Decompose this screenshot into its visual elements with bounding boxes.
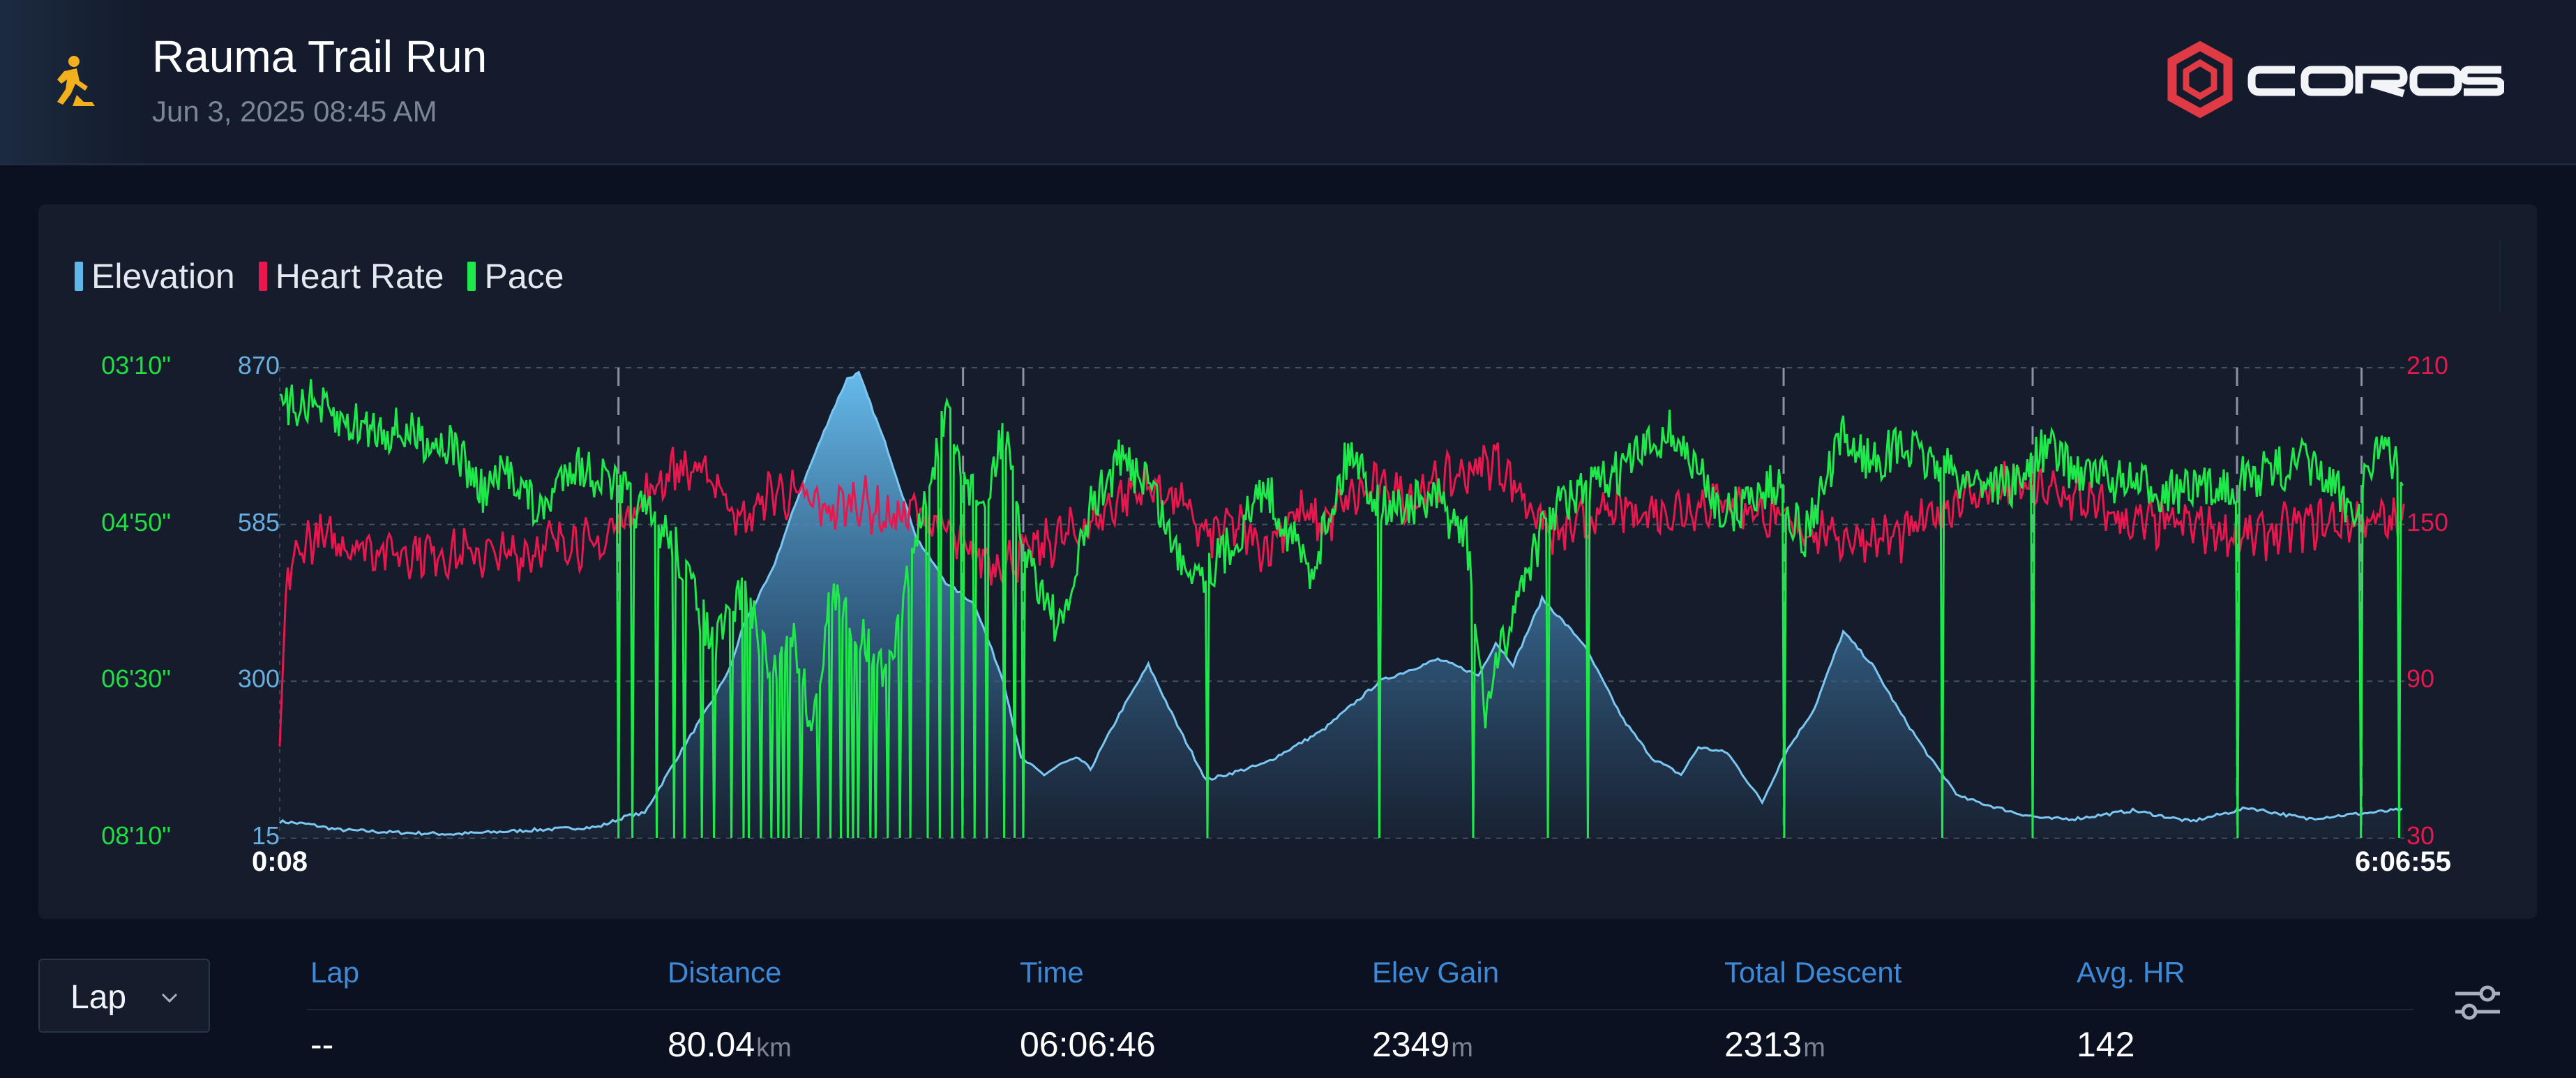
cell-total-descent-value: 2313 — [1724, 1025, 1802, 1064]
cell-elev-gain-unit: m — [1451, 1033, 1473, 1063]
legend-item-heart-rate[interactable]: Heart Rate — [258, 256, 444, 297]
column-header-distance[interactable]: Distance — [668, 956, 782, 989]
legend-swatch-elevation — [75, 262, 83, 291]
axis-labels: 03'10" 04'50" 06'30" 08'10" 870 585 300 … — [101, 351, 2451, 877]
cell-distance-value: 80.04 — [668, 1025, 755, 1064]
column-header-elev-gain[interactable]: Elev Gain — [1372, 956, 1500, 989]
legend-label-heart-rate: Heart Rate — [275, 257, 444, 296]
elevation-area — [280, 372, 2404, 838]
elevation-tick-2: 300 — [238, 664, 280, 693]
cell-total-descent: 2313m — [1724, 1024, 1825, 1065]
activity-icon-box — [0, 0, 148, 163]
x-start-label: 0:08 — [252, 846, 308, 877]
legend-label-pace: Pace — [484, 257, 564, 296]
chart-legend: Elevation Heart Rate Pace — [75, 252, 587, 301]
legend-swatch-heart-rate — [258, 262, 267, 291]
legend-divider — [2499, 241, 2501, 313]
legend-label-elevation: Elevation — [91, 257, 235, 296]
cell-lap: -- — [310, 1025, 334, 1064]
column-header-lap[interactable]: Lap — [310, 956, 360, 989]
pace-tick-3: 08'10" — [101, 821, 171, 850]
legend-item-elevation[interactable]: Elevation — [75, 256, 235, 297]
column-header-time[interactable]: Time — [1020, 956, 1084, 989]
elevation-series — [278, 370, 2404, 838]
hr-tick-3: 30 — [2406, 821, 2434, 850]
cell-time: 06:06:46 — [1020, 1025, 1156, 1064]
chevron-down-icon — [161, 993, 178, 1003]
legend-swatch-pace — [467, 262, 476, 291]
pace-tick-2: 06'30" — [101, 664, 171, 693]
pace-tick-0: 03'10" — [101, 351, 171, 380]
column-header-avg-hr[interactable]: Avg. HR — [2077, 956, 2185, 989]
elevation-hr-pace-chart[interactable]: 03'10" 04'50" 06'30" 08'10" 870 585 300 … — [38, 204, 2537, 919]
lap-dropdown-label: Lap — [70, 979, 127, 1016]
hr-tick-2: 90 — [2406, 664, 2434, 693]
lap-summary-table: Lap Distance Time Elev Gain Total Descen… — [307, 949, 2413, 1078]
hr-tick-0: 210 — [2406, 351, 2448, 380]
lap-dropdown[interactable]: Lap — [38, 959, 210, 1033]
activity-header: Rauma Trail Run Jun 3, 2025 08:45 AM — [0, 0, 2576, 165]
hr-tick-1: 150 — [2406, 508, 2448, 537]
coros-logo — [2167, 40, 2504, 119]
sliders-icon[interactable] — [2450, 978, 2506, 1027]
cell-elev-gain: 2349m — [1372, 1024, 1473, 1065]
heart-rate-line — [278, 442, 2405, 747]
elevation-tick-0: 870 — [238, 351, 280, 380]
trail-run-icon — [57, 56, 95, 106]
column-header-total-descent[interactable]: Total Descent — [1724, 956, 1902, 989]
cell-elev-gain-value: 2349 — [1372, 1025, 1450, 1064]
cell-distance: 80.04km — [668, 1024, 792, 1065]
table-divider — [307, 1009, 2413, 1010]
pace-series — [279, 379, 2404, 839]
legend-item-pace[interactable]: Pace — [467, 256, 564, 297]
heart-rate-series — [278, 442, 2405, 747]
cell-distance-unit: km — [756, 1033, 792, 1063]
elevation-tick-3: 15 — [252, 821, 280, 850]
pace-tick-1: 04'50" — [101, 508, 171, 537]
elevation-tick-1: 585 — [238, 508, 280, 537]
activity-title: Rauma Trail Run — [152, 31, 488, 82]
chart-card: Elevation Heart Rate Pace 03'10" 04'50" — [38, 204, 2537, 919]
x-end-label: 6:06:55 — [2355, 846, 2451, 877]
cell-total-descent-unit: m — [1803, 1033, 1825, 1063]
cell-avg-hr: 142 — [2077, 1025, 2135, 1064]
pace-line — [279, 379, 2404, 839]
activity-date: Jun 3, 2025 08:45 AM — [152, 95, 437, 128]
